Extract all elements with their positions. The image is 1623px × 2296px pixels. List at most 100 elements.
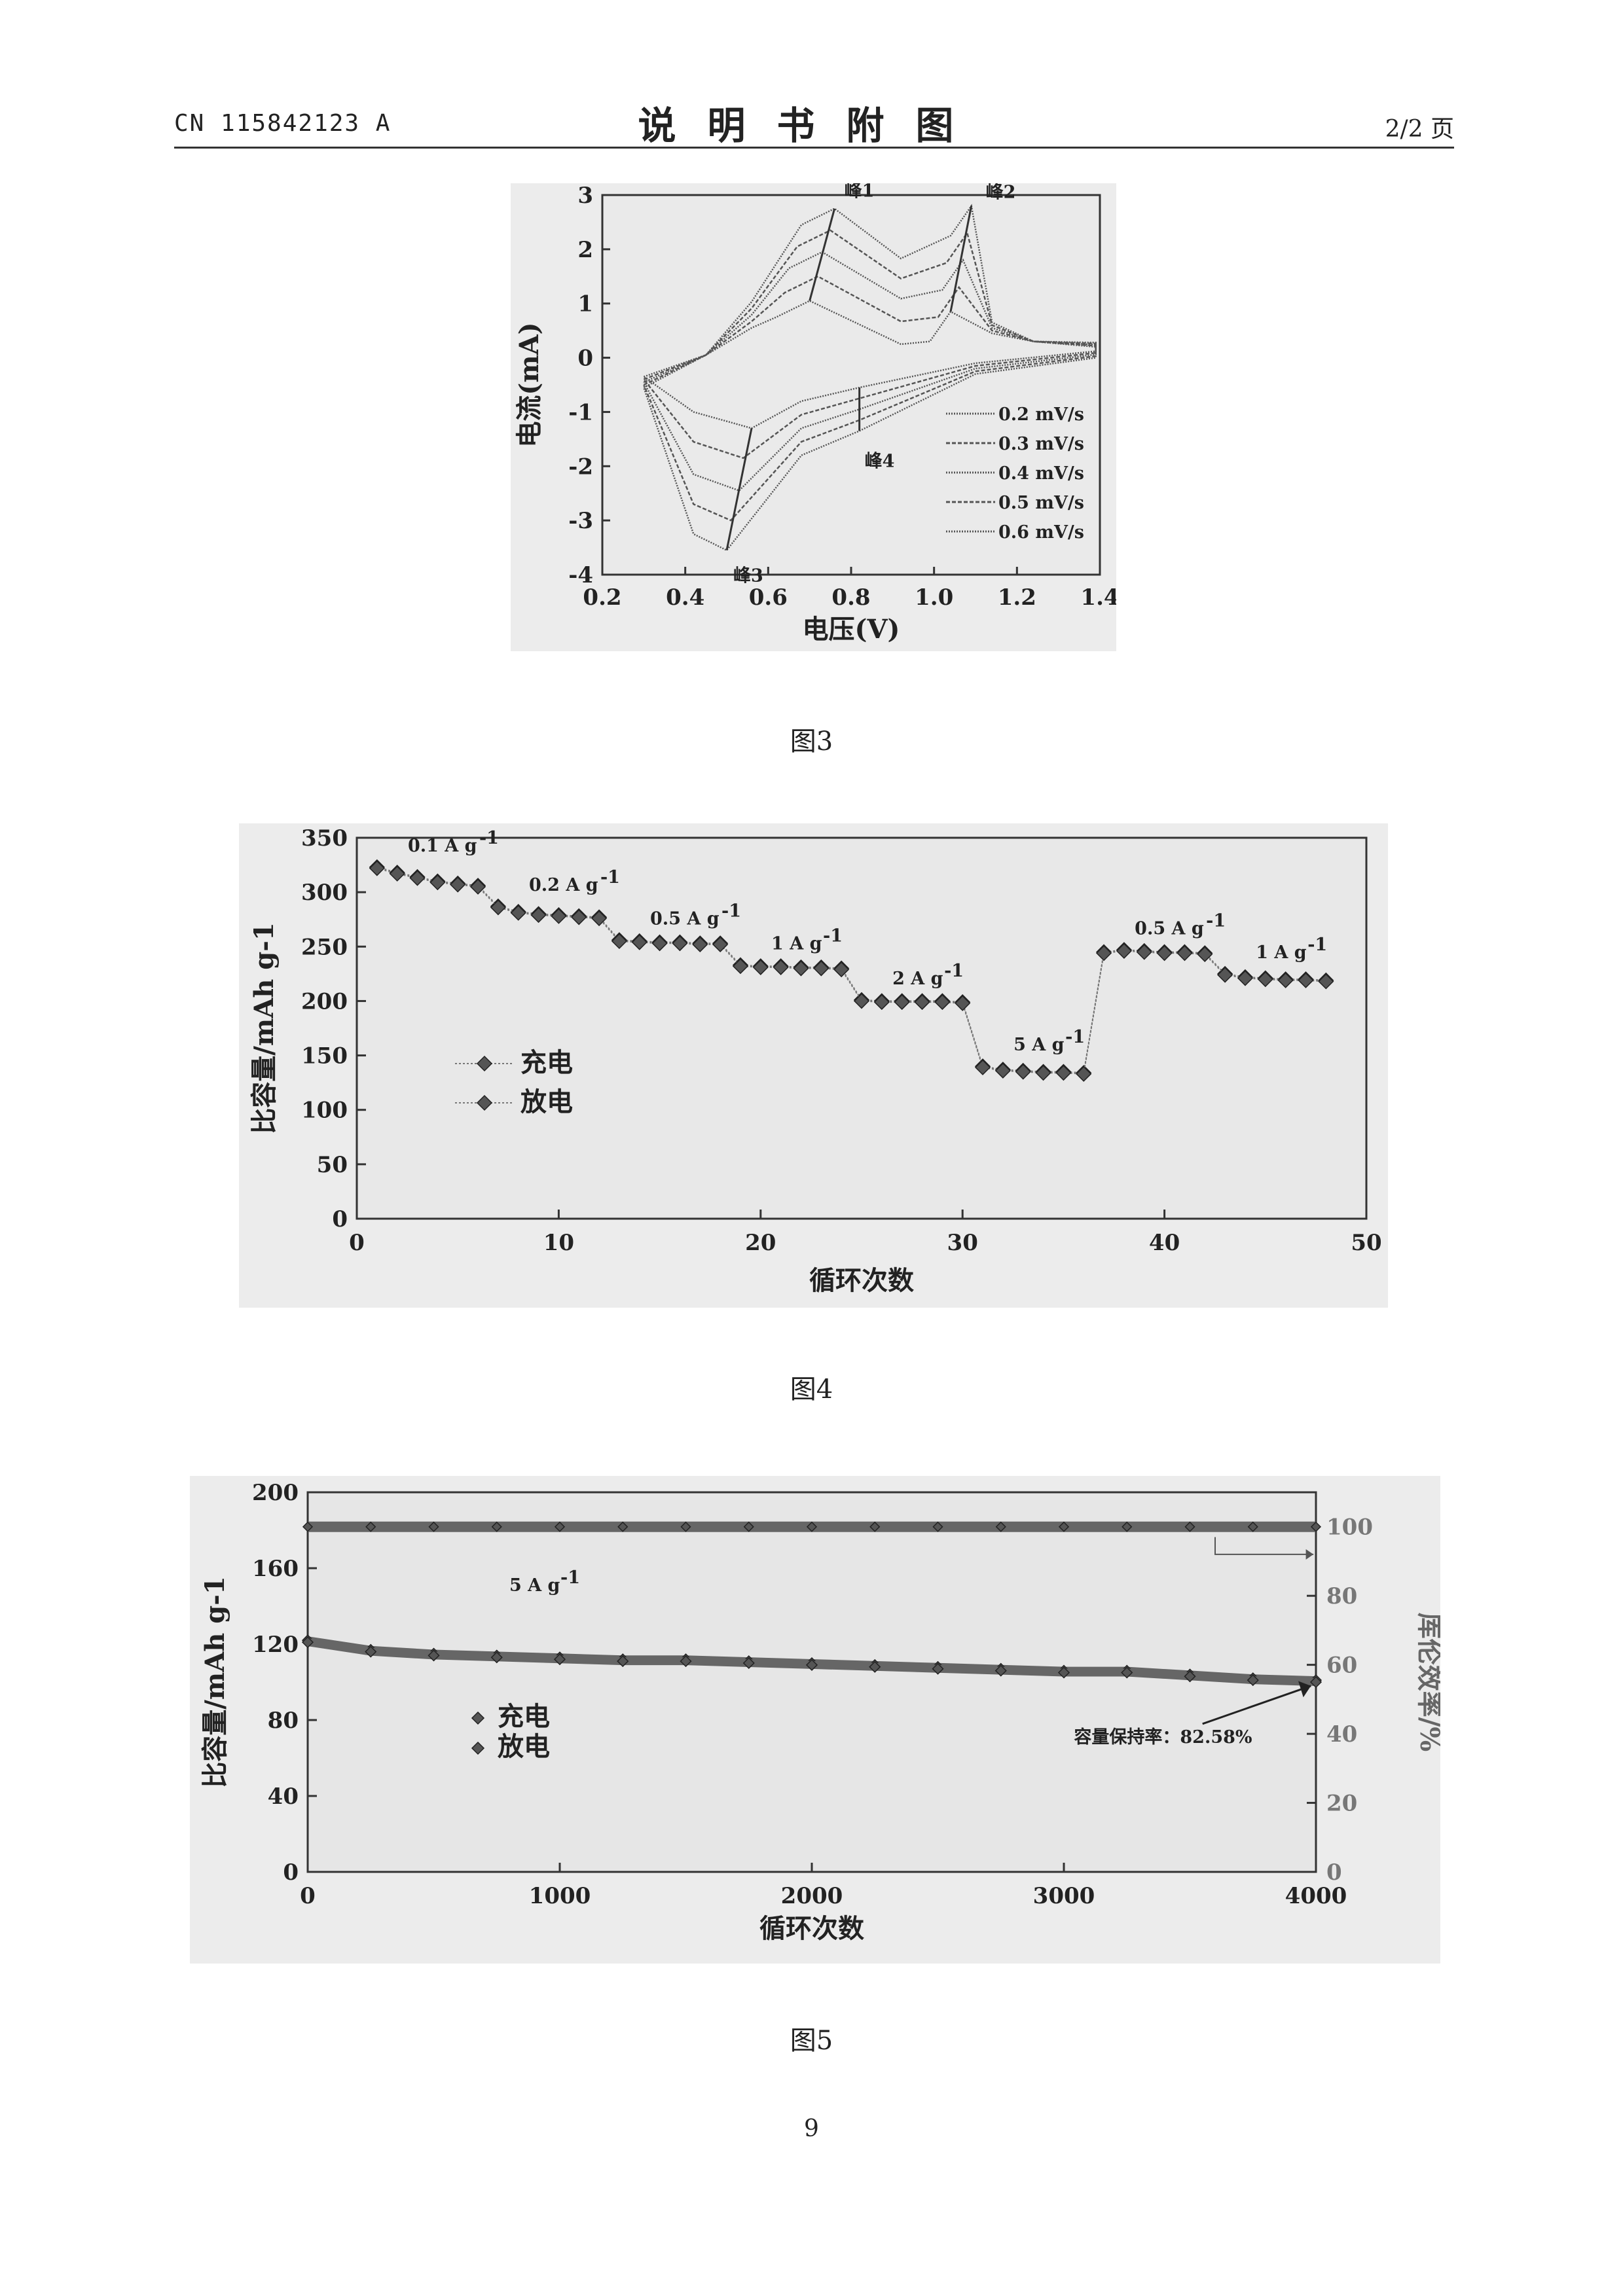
efficiency-axis-pointer [1214, 1537, 1314, 1555]
discharge-point [1156, 945, 1173, 961]
peak-label: 峰3 [733, 566, 763, 586]
document-title: 说明书附图 [638, 103, 985, 148]
peak-label: 峰1 [845, 183, 875, 202]
cv-curve-03 [643, 275, 1097, 459]
y-tick-label: 0 [332, 1206, 348, 1232]
rate-label-superscript: -1 [1206, 910, 1226, 931]
discharge-point [994, 1664, 1007, 1677]
legend-label: 0.5 mV/s [998, 493, 1084, 513]
discharge-point [450, 876, 466, 893]
rate-label-superscript: -1 [721, 901, 741, 921]
y-tick-label: 100 [301, 1098, 348, 1124]
y-tick-label: 80 [268, 1708, 299, 1734]
header-divider [174, 147, 1454, 149]
rate-label-superscript: -1 [944, 961, 964, 981]
discharge-point [611, 933, 627, 950]
coulombic-efficiency-point [365, 1521, 376, 1532]
y-right-tick-label: 40 [1326, 1721, 1357, 1748]
y-axis-label: 比容量/mAh g-1 [249, 922, 280, 1134]
figure-3-caption: 图3 [790, 726, 833, 757]
discharge-point [934, 994, 951, 1011]
x-tick-label: 0.8 [831, 584, 870, 611]
discharge-point [1277, 972, 1294, 988]
x-tick-label: 10 [543, 1230, 574, 1256]
retention-arrow [1202, 1685, 1311, 1725]
peak-label: 峰4 [865, 451, 895, 471]
discharge-point [955, 995, 971, 1011]
y-tick-label: 160 [252, 1556, 299, 1582]
discharge-point [1015, 1064, 1031, 1080]
coulombic-efficiency-point [554, 1521, 566, 1532]
discharge-point [853, 993, 870, 1009]
x-tick-label: 1000 [529, 1883, 591, 1909]
coulombic-efficiency-point [680, 1521, 691, 1532]
discharge-point [833, 961, 850, 978]
y-tick-label: 250 [301, 934, 348, 960]
peak-label: 峰2 [986, 183, 1016, 203]
page-indicator: 2/2 页 [1385, 116, 1454, 143]
efficiency-axis-pointer-head [1305, 1549, 1314, 1560]
y-axis-right-label: 库伦效率/% [1414, 1613, 1440, 1752]
patent-number: CN 115842123 A [174, 110, 392, 137]
coulombic-efficiency-point [1310, 1521, 1322, 1532]
cv-curve-05 [643, 229, 1097, 522]
legend-label: 充电 [520, 1047, 573, 1078]
x-tick-label: 0.4 [666, 584, 704, 611]
discharge-point [773, 959, 789, 975]
discharge-point [389, 865, 405, 882]
x-tick-label: 50 [1351, 1230, 1381, 1256]
rate-label: 0.2 A g [529, 875, 598, 895]
x-tick-label: 0 [300, 1883, 316, 1909]
discharge-point [1096, 945, 1112, 961]
cv-curve-06 [643, 204, 1097, 552]
discharge-point [631, 934, 647, 950]
discharge-point [490, 899, 506, 916]
discharge-point [873, 994, 890, 1011]
discharge-point [1176, 945, 1193, 961]
cv-curve-02 [643, 300, 1097, 429]
discharge-point [1298, 972, 1314, 988]
discharge-point [1184, 1670, 1196, 1683]
legend-label: 充电 [498, 1701, 550, 1732]
y-right-tick-label: 60 [1326, 1653, 1357, 1679]
discharge-point [805, 1659, 818, 1671]
peak-trend-line [725, 427, 753, 551]
coulombic-efficiency-point [932, 1521, 943, 1532]
x-tick-label: 1.4 [1080, 584, 1116, 611]
page-number: 9 [804, 2115, 819, 2142]
y-right-tick-label: 80 [1326, 1583, 1357, 1609]
discharge-point [1136, 944, 1152, 960]
rate-label: 1 A g [771, 934, 822, 954]
y-tick-label: 350 [301, 825, 348, 852]
rate-label-superscript: -1 [1065, 1027, 1085, 1047]
coulombic-efficiency-point [302, 1521, 314, 1532]
discharge-point [692, 936, 708, 953]
discharge-point [752, 959, 769, 975]
discharge-point [1309, 1676, 1322, 1689]
rate-label: 5 A g [509, 1575, 560, 1596]
discharge-point [429, 874, 446, 891]
discharge-point [732, 958, 749, 975]
x-axis-label: 电压(V) [803, 614, 900, 645]
y-tick-label: 200 [301, 988, 348, 1014]
x-tick-label: 1.0 [915, 584, 953, 611]
discharge-point [1121, 1666, 1133, 1679]
discharge-point [551, 908, 567, 924]
coulombic-efficiency-point [428, 1521, 439, 1532]
discharge-point [994, 1062, 1011, 1079]
figure-5-caption: 图5 [790, 2026, 833, 2056]
discharge-point [1237, 970, 1254, 986]
y-tick-label: 0 [283, 1859, 299, 1886]
rate-label: 1 A g [1256, 942, 1307, 963]
peak-trend-line [809, 208, 836, 301]
y-axis-label: 比容量/mAh g-1 [200, 1576, 230, 1787]
y-tick-label: 120 [252, 1632, 299, 1658]
rate-label: 2 A g [892, 969, 943, 989]
rate-label-superscript: -1 [1307, 935, 1327, 955]
y-tick-label: -4 [568, 562, 593, 588]
x-tick-label: 1.2 [998, 584, 1036, 611]
legend-label: 0.4 mV/s [998, 463, 1084, 484]
y-tick-label: -3 [568, 508, 593, 534]
legend-swatch-marker [471, 1741, 485, 1755]
